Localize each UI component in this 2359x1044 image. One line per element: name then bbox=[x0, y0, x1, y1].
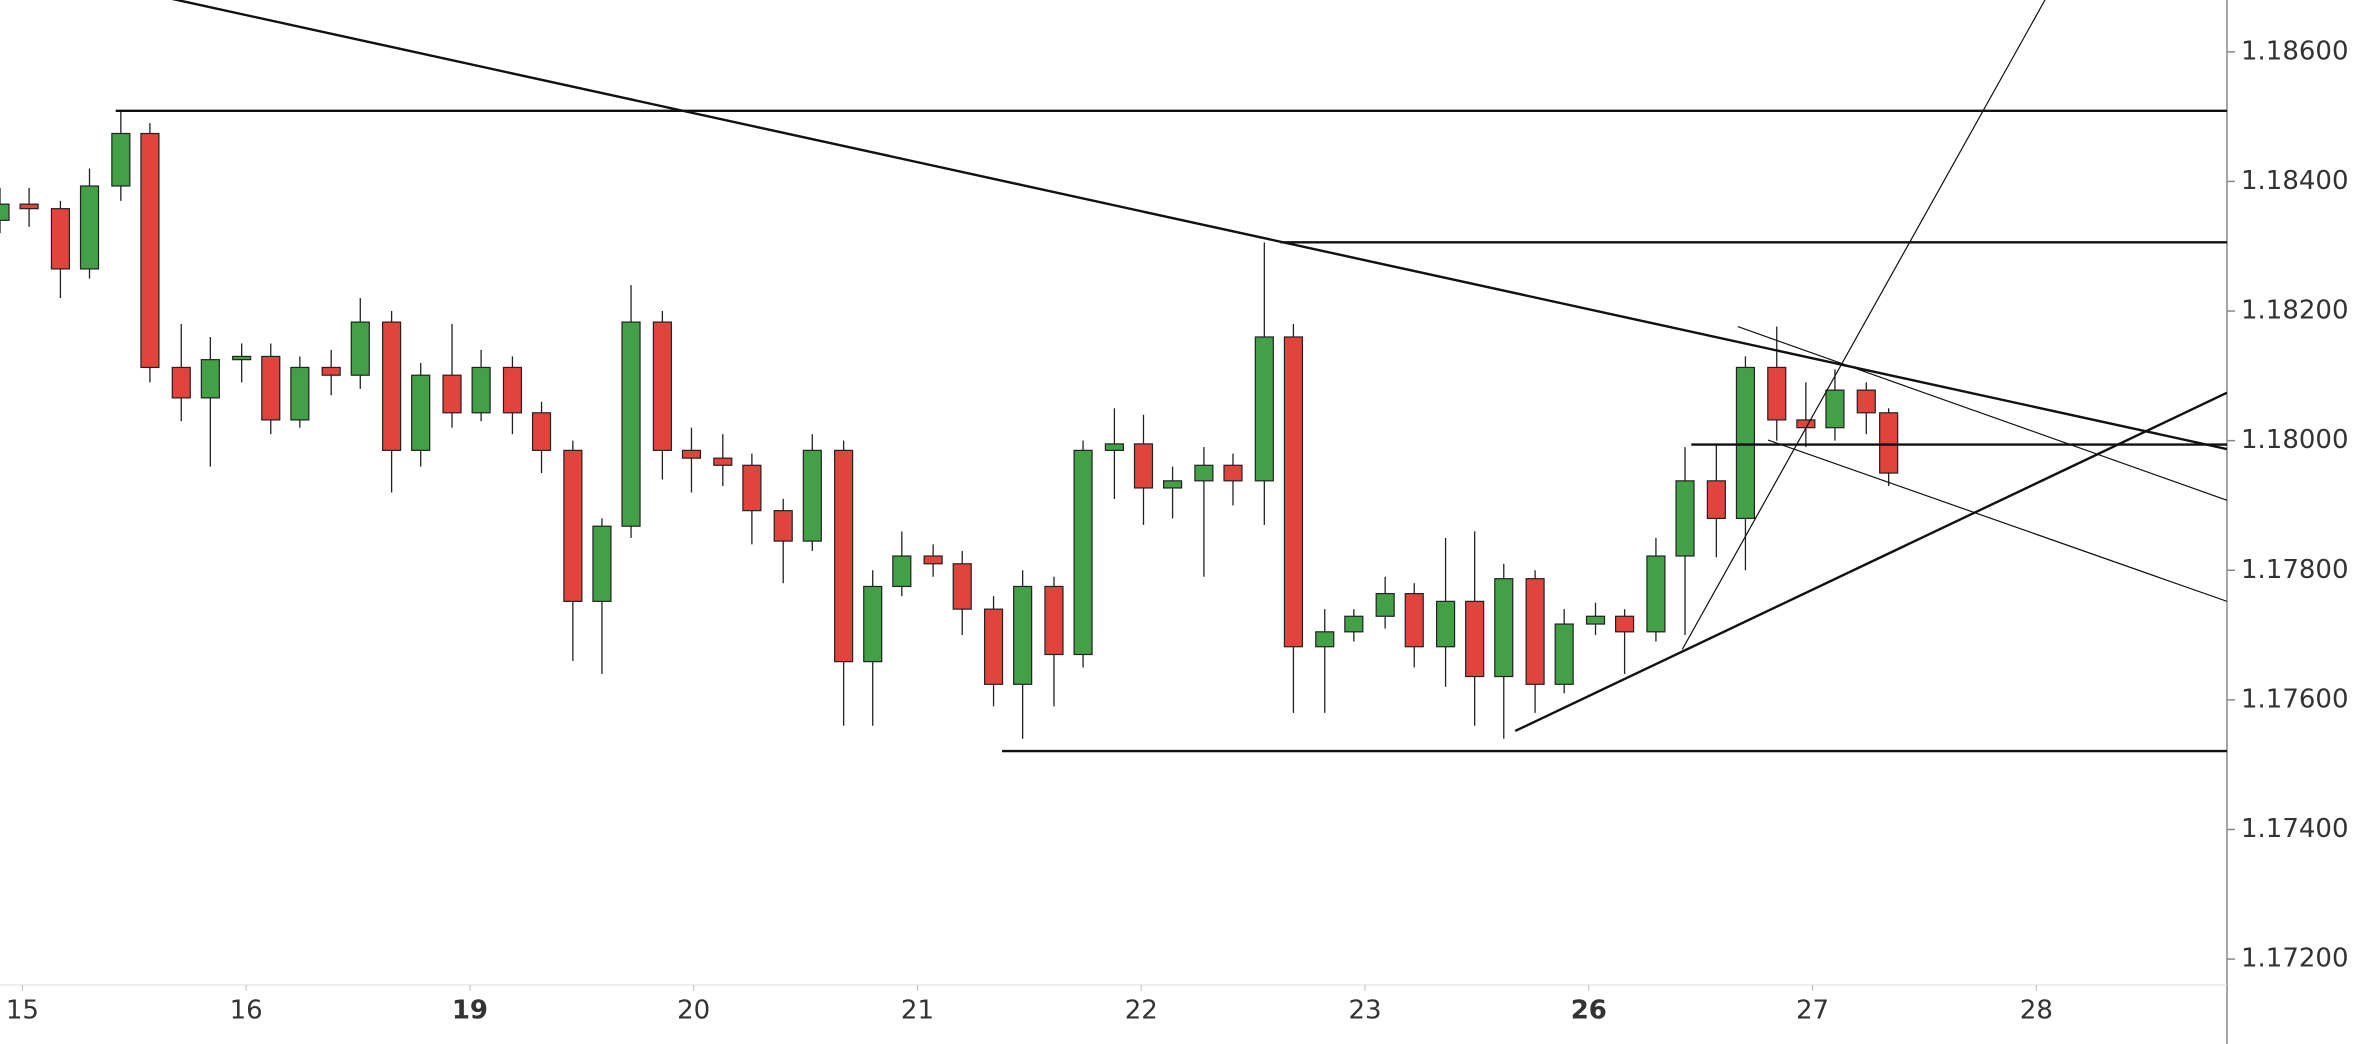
candle-body bbox=[79, 185, 100, 270]
candle-body bbox=[652, 321, 672, 451]
y-tick-label: 1.18600 bbox=[2241, 36, 2349, 66]
candle-body bbox=[802, 449, 822, 542]
candle-body bbox=[1767, 366, 1787, 421]
candle-body bbox=[1254, 336, 1274, 482]
candle-body bbox=[773, 510, 793, 542]
x-tick-label: 26 bbox=[1571, 996, 1607, 1026]
candle-body bbox=[1133, 443, 1154, 489]
candle-body bbox=[834, 449, 854, 663]
y-tick-label: 1.18200 bbox=[2241, 296, 2349, 326]
candle-body bbox=[232, 355, 252, 361]
candle-body bbox=[1706, 480, 1726, 520]
candle-body bbox=[1879, 412, 1899, 474]
candle-body bbox=[1585, 615, 1606, 625]
candle-body bbox=[1856, 389, 1876, 414]
candle-body bbox=[1223, 464, 1243, 482]
candle-body bbox=[531, 412, 552, 451]
candle-body bbox=[290, 366, 310, 421]
candle-body bbox=[471, 366, 491, 414]
candle-body bbox=[200, 359, 220, 399]
y-tick-label: 1.17200 bbox=[2241, 944, 2349, 974]
candle-body bbox=[1044, 585, 1064, 656]
trend-line bbox=[1681, 0, 2046, 650]
candle-body bbox=[742, 464, 762, 512]
candle-body bbox=[1675, 480, 1695, 557]
candle-body bbox=[502, 366, 523, 414]
candle-body bbox=[50, 208, 71, 270]
trend-line bbox=[1767, 439, 2227, 602]
y-tick-label: 1.17800 bbox=[2241, 555, 2349, 585]
candle-body bbox=[0, 203, 10, 221]
candle-body bbox=[681, 449, 702, 459]
candle-body bbox=[1525, 578, 1545, 685]
candle-body bbox=[923, 555, 943, 565]
x-tick-label: 21 bbox=[901, 996, 934, 1026]
candle-body bbox=[713, 457, 733, 466]
candle-body bbox=[350, 321, 370, 376]
x-tick-label: 23 bbox=[1348, 996, 1381, 1026]
candle-body bbox=[1735, 366, 1756, 520]
candle-body bbox=[1194, 464, 1214, 482]
candle-body bbox=[140, 132, 160, 369]
candle-body bbox=[1646, 555, 1666, 633]
x-tick-label: 20 bbox=[677, 996, 710, 1026]
candle-body bbox=[952, 563, 972, 610]
candle-body bbox=[1796, 419, 1816, 429]
candle-body bbox=[592, 525, 612, 602]
candle-body bbox=[1465, 600, 1485, 678]
candle-body bbox=[563, 449, 583, 602]
x-tick-label: 19 bbox=[452, 996, 488, 1026]
x-tick-label: 28 bbox=[2020, 996, 2053, 1026]
candle-body bbox=[321, 366, 341, 376]
candle-body bbox=[1375, 592, 1395, 617]
candle-body bbox=[863, 585, 883, 663]
candle-body bbox=[1104, 443, 1124, 451]
candle-body bbox=[1283, 336, 1304, 648]
candle-body bbox=[171, 366, 191, 399]
trend-line bbox=[171, 0, 2227, 451]
y-tick-label: 1.17600 bbox=[2241, 684, 2349, 714]
candle-body bbox=[1073, 449, 1093, 656]
x-tick-label: 22 bbox=[1125, 996, 1158, 1026]
candle-body bbox=[411, 374, 431, 451]
candle-body bbox=[1344, 615, 1364, 633]
candle-body bbox=[1825, 389, 1845, 429]
candle-body bbox=[1315, 631, 1335, 648]
y-tick-label: 1.18000 bbox=[2241, 425, 2349, 455]
candle-body bbox=[1494, 578, 1514, 678]
candle-body bbox=[1615, 615, 1635, 633]
trend-line bbox=[1737, 326, 2227, 501]
y-tick-label: 1.18400 bbox=[2241, 166, 2349, 196]
candle-body bbox=[1435, 600, 1456, 648]
candle-body bbox=[892, 555, 912, 588]
candle-body bbox=[261, 355, 281, 421]
candle-body bbox=[19, 203, 39, 210]
candle-body bbox=[1162, 480, 1183, 489]
candle-body bbox=[111, 132, 131, 187]
candle-body bbox=[621, 321, 641, 527]
x-tick-label: 16 bbox=[230, 996, 263, 1026]
candle-body bbox=[1404, 592, 1424, 648]
candle-body bbox=[382, 321, 402, 451]
candle-body bbox=[983, 608, 1004, 685]
y-tick-label: 1.17400 bbox=[2241, 814, 2349, 844]
candle-body bbox=[1013, 585, 1033, 685]
trend-line bbox=[1514, 391, 2227, 733]
x-tick-label: 27 bbox=[1796, 996, 1829, 1026]
x-tick-label: 15 bbox=[6, 996, 39, 1026]
candle-body bbox=[442, 374, 462, 414]
candle-body bbox=[1554, 623, 1574, 685]
